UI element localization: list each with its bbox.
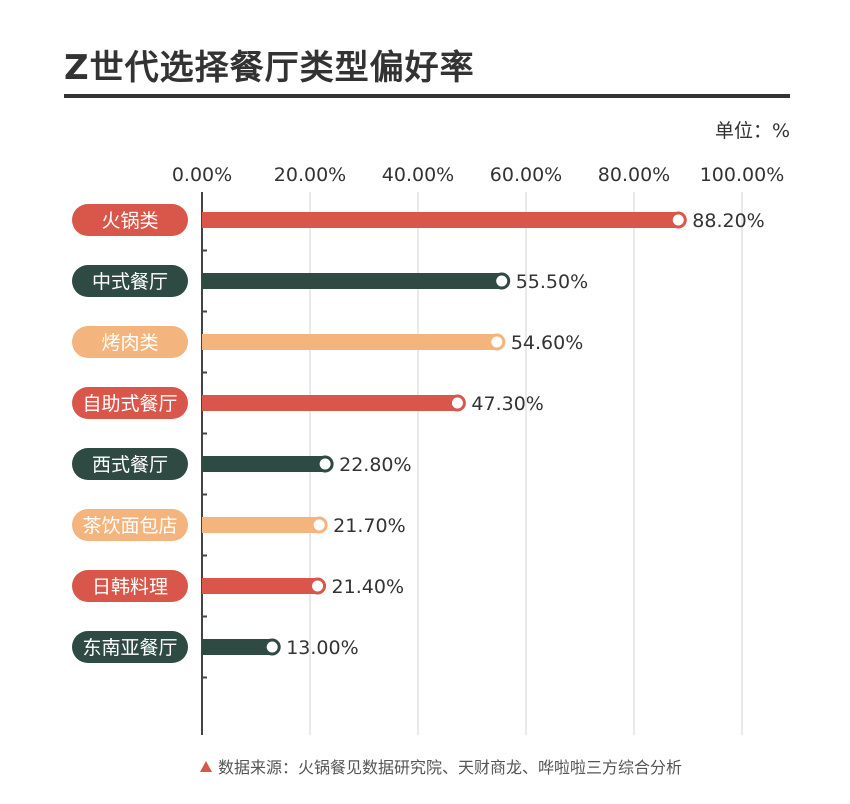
bar: [202, 395, 458, 411]
data-source-note: 数据来源：火锅餐见数据研究院、天财商龙、哗啦啦三方综合分析: [200, 754, 682, 778]
value-label: 54.60%: [511, 332, 583, 354]
x-tick-label: 0.00%: [172, 164, 232, 186]
category-pill: [72, 326, 188, 358]
category-pill: [72, 204, 188, 236]
category-label: 自助式餐厅: [82, 393, 177, 415]
bar: [202, 578, 318, 594]
category-label: 烤肉类: [101, 332, 158, 354]
category-label: 火锅类: [101, 210, 158, 232]
bar-end-marker: [448, 394, 466, 412]
value-label: 88.20%: [692, 210, 764, 232]
category-pill: [72, 265, 188, 297]
bar: [202, 517, 320, 533]
bar-end-marker: [263, 638, 281, 656]
value-label: 22.80%: [339, 454, 411, 476]
bar-end-marker: [309, 577, 327, 595]
chart-title: Z世代选择餐厅类型偏好率: [64, 48, 475, 88]
category-label: 日韩料理: [92, 576, 168, 598]
bar: [202, 273, 502, 289]
category-pill: [72, 570, 188, 602]
category-label: 东南亚餐厅: [82, 637, 177, 659]
x-axis-ticks: 0.00% 20.00% 40.00% 60.00% 80.00% 100.00%: [172, 164, 784, 186]
bar-end-marker: [316, 455, 334, 473]
value-label: 21.40%: [332, 576, 404, 598]
category-label: 茶饮面包店: [82, 515, 177, 537]
bar: [202, 639, 273, 655]
bar: [202, 334, 497, 350]
bar-end-marker: [488, 333, 506, 351]
category-label: 西式餐厅: [92, 454, 168, 476]
category-label: 中式餐厅: [92, 271, 168, 293]
x-tick-label: 20.00%: [274, 164, 346, 186]
x-tick-label: 100.00%: [700, 164, 785, 186]
value-label: 47.30%: [471, 393, 543, 415]
bar: [202, 212, 679, 228]
value-label: 13.00%: [286, 637, 358, 659]
bar-end-marker: [669, 211, 687, 229]
x-tick-label: 80.00%: [598, 164, 670, 186]
title-underline: [64, 94, 790, 98]
category-pill: [72, 631, 188, 663]
value-label: 55.50%: [516, 271, 588, 293]
bar: [202, 456, 326, 472]
x-tick-label: 60.00%: [490, 164, 562, 186]
data-source-text: 数据来源：火锅餐见数据研究院、天财商龙、哗啦啦三方综合分析: [218, 758, 683, 777]
bar-end-marker: [310, 516, 328, 534]
unit-label: 单位：%: [714, 120, 790, 142]
category-pill: [72, 509, 188, 541]
bars: 88.20% 55.50% 54.60% 47.30% 22.80% 21.70% 21.4…: [202, 210, 765, 659]
category-pill: [72, 387, 188, 419]
bar-end-marker: [493, 272, 511, 290]
x-tick-label: 40.00%: [382, 164, 454, 186]
triangle-icon: [200, 760, 212, 772]
category-pill: [72, 448, 188, 480]
value-label: 21.70%: [333, 515, 405, 537]
bar-chart: 0.00% 20.00% 40.00% 60.00% 80.00% 100.00% 88.…: [72, 164, 784, 735]
